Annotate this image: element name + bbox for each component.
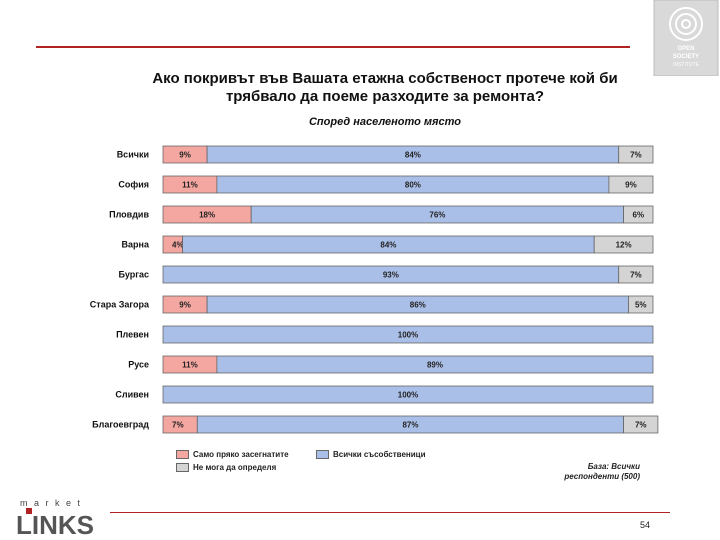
bar-segment [162, 385, 654, 404]
category-label: Всички [117, 150, 149, 160]
data-label: 100% [398, 391, 418, 400]
data-label: 84% [405, 151, 421, 160]
category-label: Русе [128, 360, 149, 370]
category-label: София [118, 180, 149, 190]
category-label: Пловдив [109, 210, 149, 220]
data-label: 11% [182, 361, 198, 370]
base-note-line-1: База: Всички [587, 462, 640, 471]
legend-swatch [176, 450, 189, 459]
logo-text-3: INSTITUTE [673, 62, 699, 68]
chart-subtitle: Според населеното място [308, 116, 462, 128]
data-label: 76% [429, 211, 445, 220]
page-number: 54 [640, 520, 651, 530]
legend-label: Всички съсобственици [333, 450, 426, 459]
data-label: 12% [616, 241, 632, 250]
data-label: 100% [398, 331, 418, 340]
base-note: База: Всички респонденти (500) [540, 462, 640, 482]
data-label: 93% [383, 271, 399, 280]
data-label: 89% [427, 361, 443, 370]
data-label: 11% [182, 181, 198, 190]
data-label: 9% [179, 151, 191, 160]
bar-segment [618, 145, 654, 164]
bar-segment [608, 175, 654, 194]
data-label: 18% [199, 211, 215, 220]
data-label: 9% [625, 181, 637, 190]
data-label: 87% [402, 421, 418, 430]
data-label: 7% [630, 271, 642, 280]
data-label: 7% [172, 421, 184, 430]
logo-text-1: OPEN [677, 46, 694, 52]
bar-segment [623, 415, 659, 434]
bar-segment [623, 205, 654, 224]
data-label: 9% [179, 301, 191, 310]
legend-swatch [316, 450, 329, 459]
data-label: 5% [635, 301, 647, 310]
data-label: 80% [405, 181, 421, 190]
data-label: 86% [410, 301, 426, 310]
logo-text-2: SOCIETY [673, 54, 699, 60]
logo-accent [26, 508, 32, 514]
category-label: Бургас [119, 270, 150, 280]
legend-item-cannot-determine: Не мога да определя [176, 463, 276, 472]
bar-segment [593, 235, 654, 254]
market-links-logo: m a r k e t LINKS [16, 498, 94, 540]
bar-segment [628, 295, 654, 314]
category-label: Стара Загора [90, 300, 150, 310]
category-label: Варна [122, 240, 150, 250]
bar-segment [216, 355, 654, 374]
bar-segment [162, 325, 654, 344]
legend-label: Само пряко засегнатите [193, 450, 289, 459]
chart-title: Ако покривът във Вашата етажна собствено… [152, 70, 618, 105]
legend-item-all-co-owners: Всички съсобственици [316, 450, 426, 459]
category-label: Благоевград [92, 420, 149, 430]
logo-links-text: LINKS [16, 510, 94, 540]
data-label: 84% [380, 241, 396, 250]
bar-segment [618, 265, 654, 284]
base-note-line-2: респонденти (500) [564, 472, 640, 481]
open-society-logo: OPEN SOCIETY INSTITUTE [653, 0, 719, 76]
bottom-divider-line [110, 512, 670, 513]
category-label: Сливен [115, 390, 149, 400]
category-label: Плевен [116, 330, 149, 340]
data-label: 7% [635, 421, 647, 430]
data-label: 4% [172, 241, 184, 250]
data-label: 6% [633, 211, 645, 220]
logo-market-text: m a r k e t [20, 498, 82, 508]
data-label: 7% [630, 151, 642, 160]
top-divider-line [36, 46, 630, 48]
legend-item-directly-affected: Само пряко засегнатите [176, 450, 289, 459]
legend-label: Не мога да определя [193, 463, 277, 472]
legend-swatch [176, 463, 189, 472]
